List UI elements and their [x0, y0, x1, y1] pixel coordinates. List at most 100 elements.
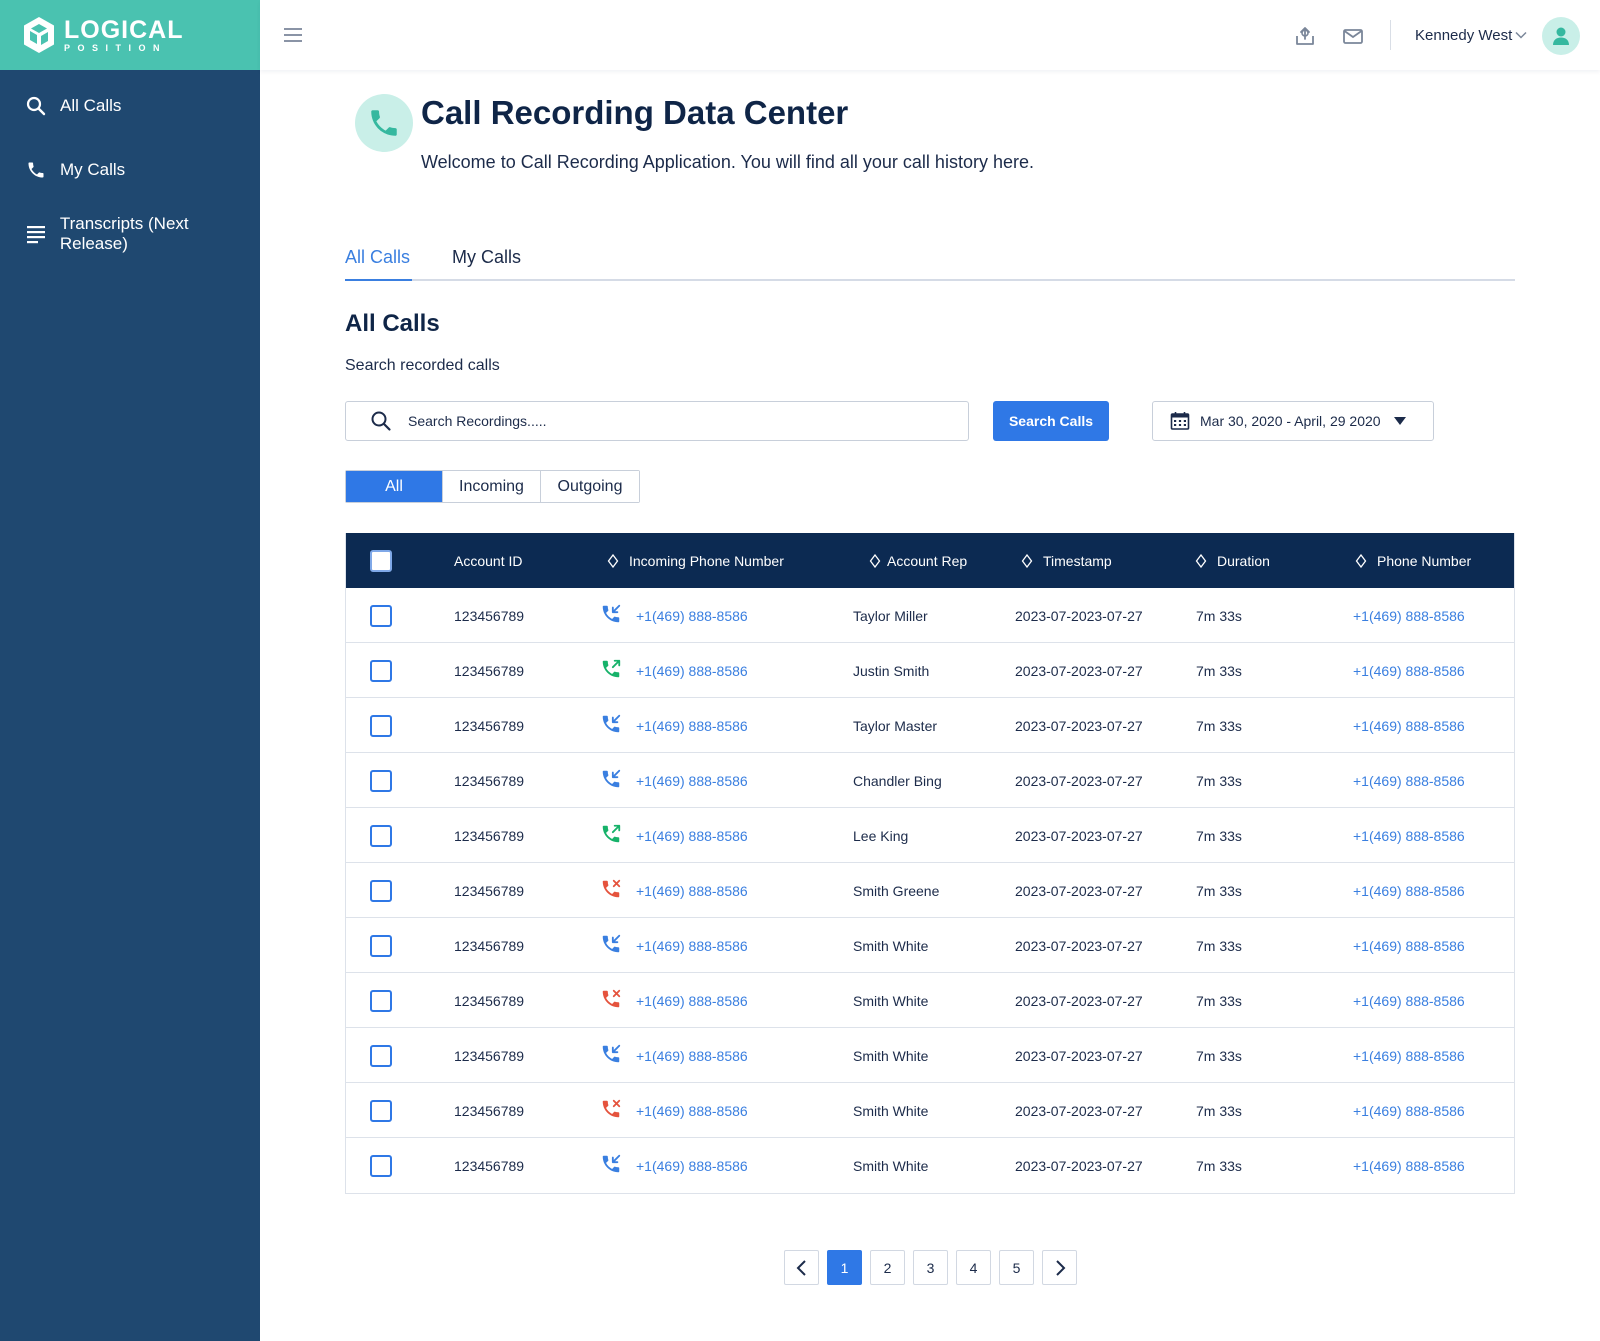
table-row[interactable]: 123456789 +1(469) 888-8586 Taylor Miller…: [346, 588, 1514, 643]
table-row[interactable]: 123456789 +1(469) 888-8586 Taylor Master…: [346, 698, 1514, 753]
table-row[interactable]: 123456789 +1(469) 888-8586 Smith Greene …: [346, 863, 1514, 918]
sidebar-item-my-calls[interactable]: My Calls: [0, 138, 260, 202]
table-row[interactable]: 123456789 +1(469) 888-8586 Smith White 2…: [346, 1028, 1514, 1083]
column-header-incoming-phone[interactable]: Incoming Phone Number: [607, 533, 784, 588]
duration-cell: 7m 33s: [1196, 973, 1242, 1028]
row-checkbox[interactable]: [370, 1044, 392, 1067]
timestamp-cell: 2023-07-2023-07-27: [1015, 588, 1143, 643]
table-row[interactable]: 123456789 +1(469) 888-8586 Smith White 2…: [346, 1138, 1514, 1193]
incoming-phone-link[interactable]: +1(469) 888-8586: [636, 607, 748, 624]
column-header-account-id[interactable]: Account ID: [454, 533, 522, 588]
search-input[interactable]: [406, 412, 930, 430]
filter-all[interactable]: All: [346, 471, 443, 502]
timestamp-cell: 2023-07-2023-07-27: [1015, 698, 1143, 753]
account-id-cell: 123456789: [454, 918, 524, 973]
row-checkbox[interactable]: [370, 824, 392, 847]
filter-incoming[interactable]: Incoming: [443, 471, 541, 502]
prev-page-button[interactable]: [784, 1250, 819, 1285]
call-type-icon: [600, 1043, 636, 1068]
incoming-phone-link[interactable]: +1(469) 888-8586: [636, 1157, 748, 1174]
account-rep: Smith White: [853, 992, 929, 1009]
phone-number-cell: +1(469) 888-8586: [1353, 753, 1465, 808]
column-header-timestamp[interactable]: Timestamp: [1021, 533, 1112, 588]
call-type-icon: [600, 713, 636, 738]
account-rep: Smith Greene: [853, 882, 940, 899]
incoming-phone-link[interactable]: +1(469) 888-8586: [636, 1047, 748, 1064]
incoming-phone-link[interactable]: +1(469) 888-8586: [636, 1102, 748, 1119]
incoming-phone-link[interactable]: +1(469) 888-8586: [636, 992, 748, 1009]
row-checkbox[interactable]: [370, 1099, 392, 1122]
row-select-cell: [370, 643, 392, 698]
mail-icon[interactable]: [1341, 24, 1365, 48]
page-button[interactable]: 1: [827, 1250, 862, 1285]
sidebar-item-transcripts[interactable]: Transcripts (Next Release): [0, 202, 260, 266]
tab-all-calls[interactable]: All Calls: [345, 247, 411, 267]
row-checkbox[interactable]: [370, 714, 392, 737]
phone-number-link[interactable]: +1(469) 888-8586: [1353, 1047, 1465, 1064]
row-checkbox[interactable]: [370, 989, 392, 1012]
phone-number-link[interactable]: +1(469) 888-8586: [1353, 992, 1465, 1009]
chevron-down-icon[interactable]: [1514, 28, 1528, 42]
sidebar-item-all-calls[interactable]: All Calls: [0, 74, 260, 138]
column-header-phone-number[interactable]: Phone Number: [1355, 533, 1471, 588]
row-checkbox[interactable]: [370, 659, 392, 682]
row-checkbox[interactable]: [370, 604, 392, 627]
account-id-cell: 123456789: [454, 1028, 524, 1083]
page-button[interactable]: 2: [870, 1250, 905, 1285]
chevron-right-icon: [1055, 1259, 1065, 1276]
incoming-phone-link[interactable]: +1(469) 888-8586: [636, 662, 748, 679]
user-name[interactable]: Kennedy West: [1415, 27, 1513, 44]
table-row[interactable]: 123456789 +1(469) 888-8586 Smith White 2…: [346, 918, 1514, 973]
account-id-cell: 123456789: [454, 973, 524, 1028]
phone-number-link[interactable]: +1(469) 888-8586: [1353, 717, 1465, 734]
page-button[interactable]: 5: [999, 1250, 1034, 1285]
incoming-phone-link[interactable]: +1(469) 888-8586: [636, 717, 748, 734]
account-rep-cell: Smith White: [853, 973, 928, 1028]
incoming-phone-link[interactable]: +1(469) 888-8586: [636, 882, 748, 899]
next-page-button[interactable]: [1042, 1250, 1077, 1285]
incoming-phone-link[interactable]: +1(469) 888-8586: [636, 827, 748, 844]
incoming-phone-link[interactable]: +1(469) 888-8586: [636, 937, 748, 954]
caret-down-icon: [1393, 417, 1406, 425]
column-label: Account ID: [454, 552, 523, 569]
date-range-picker[interactable]: Mar 30, 2020 - April, 29 2020: [1152, 401, 1434, 441]
phone-number-link[interactable]: +1(469) 888-8586: [1353, 882, 1465, 899]
column-label: Incoming Phone Number: [629, 552, 784, 569]
column-header-account-rep[interactable]: Account Rep: [869, 533, 967, 588]
timestamp: 2023-07-2023-07-27: [1015, 882, 1143, 899]
phone-number-link[interactable]: +1(469) 888-8586: [1353, 1102, 1465, 1119]
phone-number-link[interactable]: +1(469) 888-8586: [1353, 607, 1465, 624]
phone-number-link[interactable]: +1(469) 888-8586: [1353, 772, 1465, 789]
phone-number-link[interactable]: +1(469) 888-8586: [1353, 827, 1465, 844]
row-checkbox[interactable]: [370, 879, 392, 902]
search-field[interactable]: [345, 401, 969, 441]
phone-number-cell: +1(469) 888-8586: [1353, 698, 1465, 753]
filter-outgoing[interactable]: Outgoing: [541, 471, 639, 502]
select-all-checkbox[interactable]: [370, 549, 392, 572]
phone-number-link[interactable]: +1(469) 888-8586: [1353, 937, 1465, 954]
page-button[interactable]: 3: [913, 1250, 948, 1285]
table-row[interactable]: 123456789 +1(469) 888-8586 Lee King 2023…: [346, 808, 1514, 863]
table-row[interactable]: 123456789 +1(469) 888-8586 Chandler Bing…: [346, 753, 1514, 808]
table-row[interactable]: 123456789 +1(469) 888-8586 Justin Smith …: [346, 643, 1514, 698]
upload-icon[interactable]: [1293, 24, 1317, 48]
page-button[interactable]: 4: [956, 1250, 991, 1285]
account-id: 123456789: [454, 937, 525, 954]
hamburger-menu-icon[interactable]: [282, 24, 304, 46]
column-header-duration[interactable]: Duration: [1195, 533, 1270, 588]
phone-number-link[interactable]: +1(469) 888-8586: [1353, 662, 1465, 679]
row-checkbox[interactable]: [370, 769, 392, 792]
incoming-phone-cell: +1(469) 888-8586: [600, 973, 748, 1028]
tab-my-calls[interactable]: My Calls: [452, 247, 522, 267]
account-rep-cell: Smith White: [853, 1083, 928, 1138]
phone-number-link[interactable]: +1(469) 888-8586: [1353, 1157, 1465, 1174]
incoming-phone-link[interactable]: +1(469) 888-8586: [636, 772, 748, 789]
table-row[interactable]: 123456789 +1(469) 888-8586 Smith White 2…: [346, 973, 1514, 1028]
row-checkbox[interactable]: [370, 1154, 392, 1177]
brand-logo[interactable]: LOGICAL POSITION: [0, 0, 260, 70]
avatar[interactable]: [1542, 17, 1580, 55]
search-calls-button[interactable]: Search Calls: [993, 401, 1109, 441]
row-checkbox[interactable]: [370, 934, 392, 957]
table-row[interactable]: 123456789 +1(469) 888-8586 Smith White 2…: [346, 1083, 1514, 1138]
incoming-call-icon: [602, 1044, 621, 1063]
